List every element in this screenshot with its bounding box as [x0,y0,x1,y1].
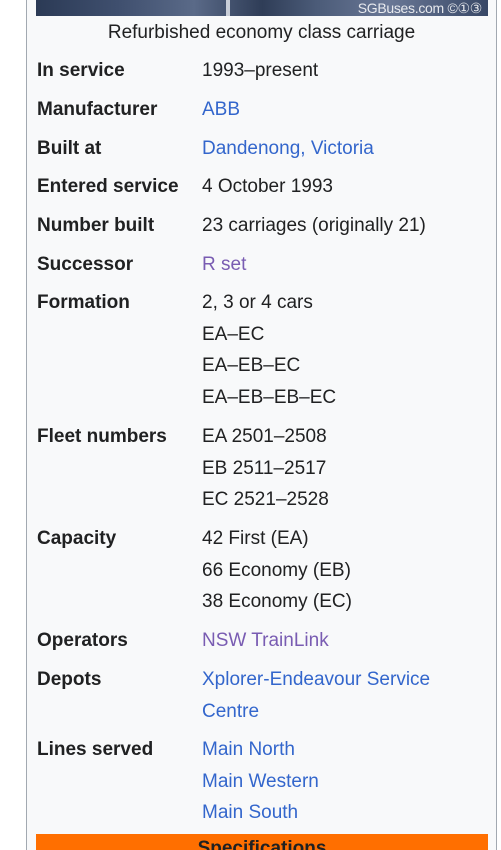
value-capacity: 42 First (EA) 66 Economy (EB) 38 Economy… [202,523,492,618]
formation-line: EA–EB–EB–EC [202,386,337,408]
label-capacity: Capacity [37,528,117,549]
value-successor: R set [202,252,492,278]
label-lines-served: Lines served [37,739,154,760]
photo-caption: Refurbished economy class carriage [107,22,416,43]
photo-watermark: SGBuses.com ©①③ [357,0,483,16]
capacity-line: 42 First (EA) [202,528,309,549]
capacity-line: 66 Economy (EB) [202,559,351,581]
carriage-photo[interactable]: SGBuses.com ©①③ [36,0,488,16]
infobox: SGBuses.com ©①③ Refurbished economy clas… [26,0,497,850]
label-successor: Successor [37,254,134,275]
formation-line: EA–EB–EC [202,355,301,376]
value-in-service: 1993–present [202,60,319,81]
value-depots: Xplorer-Endeavour Service Centre [202,664,492,727]
value-formation: 2, 3 or 4 cars EA–EC EA–EB–EC EA–EB–EB–E… [202,287,492,413]
value-built-at: Dandenong, Victoria [202,136,492,162]
line-served-link[interactable]: Main Western [202,770,319,792]
value-number-built: 23 carriages (originally 21) [202,215,426,236]
depot-link-line[interactable]: Xplorer-Endeavour Service [202,669,431,690]
manufacturer-link[interactable]: ABB [202,99,241,120]
formation-line: EA–EC [202,323,265,345]
fleet-number-line: EA 2501–2508 [202,426,327,447]
label-number-built: Number built [37,215,155,236]
label-in-service: In service [37,60,125,81]
value-fleet-numbers: EA 2501–2508 EB 2511–2517 EC 2521–2528 [202,421,492,516]
label-manufacturer: Manufacturer [37,99,158,120]
line-served-link[interactable]: Main South [202,802,299,823]
value-lines-served: Main North Main Western Main South [202,734,492,829]
label-operators: Operators [37,630,128,651]
fleet-number-line: EC 2521–2528 [202,489,329,510]
successor-link[interactable]: R set [202,254,247,275]
value-manufacturer: ABB [202,97,492,123]
label-built-at: Built at [37,138,102,159]
label-depots: Depots [37,669,102,690]
operators-link[interactable]: NSW TrainLink [202,630,329,651]
depot-link-line[interactable]: Centre [202,700,260,722]
fleet-number-line: EB 2511–2517 [202,457,327,479]
label-fleet-numbers: Fleet numbers [37,426,167,447]
value-entered-service: 4 October 1993 [202,176,333,197]
capacity-line: 38 Economy (EC) [202,591,352,612]
value-operators: NSW TrainLink [202,628,492,654]
formation-line: 2, 3 or 4 cars [202,292,313,313]
label-formation: Formation [37,292,130,313]
photo-pole-detail [226,0,230,16]
label-entered-service: Entered service [37,176,179,197]
specifications-header: Specifications [36,834,488,850]
line-served-link[interactable]: Main North [202,739,295,760]
built-at-link[interactable]: Dandenong, Victoria [202,138,374,159]
